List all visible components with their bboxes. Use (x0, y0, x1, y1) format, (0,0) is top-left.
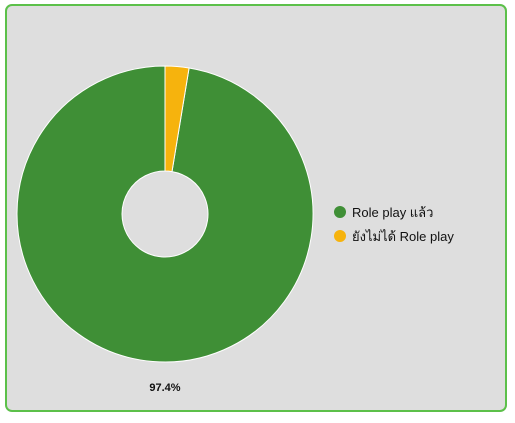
legend: Role play แล้ว ยังไม่ได้ Role play (334, 201, 454, 249)
legend-swatch-icon (334, 206, 346, 218)
legend-swatch-icon (334, 230, 346, 242)
legend-item[interactable]: Role play แล้ว (334, 201, 454, 223)
chart-card: 97.4% Role play แล้ว ยังไม่ได้ Role play (5, 4, 507, 412)
legend-item[interactable]: ยังไม่ได้ Role play (334, 225, 454, 247)
slice-data-label: 97.4% (149, 382, 180, 394)
legend-label: ยังไม่ได้ Role play (352, 228, 454, 244)
donut-slice[interactable] (164, 65, 190, 173)
donut-chart: 97.4% (16, 65, 314, 394)
donut-slice[interactable] (16, 65, 314, 363)
legend-label: Role play แล้ว (352, 204, 434, 220)
